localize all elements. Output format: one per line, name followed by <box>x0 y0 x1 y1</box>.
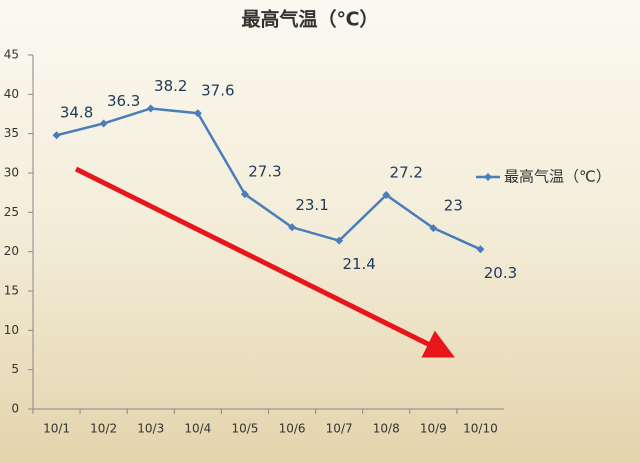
legend-label: 最高气温（℃） <box>504 168 611 186</box>
line <box>56 107 481 251</box>
data-label: 36.3 <box>107 92 140 110</box>
legend-marker <box>484 173 492 181</box>
point <box>146 104 155 113</box>
point <box>193 109 202 118</box>
x-tick-label: 10/5 <box>231 422 258 436</box>
y-tick-label: 5 <box>11 362 19 376</box>
x-tick-label: 10/8 <box>373 422 400 436</box>
x-tick-label: 10/6 <box>279 422 306 436</box>
data-label: 27.3 <box>248 163 281 181</box>
x-tick-label: 10/1 <box>43 422 70 436</box>
x-tick-label: 10/7 <box>326 422 353 436</box>
point <box>429 224 438 233</box>
data-label: 23 <box>444 197 463 215</box>
point <box>476 245 485 254</box>
data-label: 23.1 <box>295 196 328 214</box>
data-label: 21.4 <box>342 255 375 273</box>
x-tick-label: 10/4 <box>184 422 211 436</box>
y-tick-label: 20 <box>4 244 19 258</box>
x-tick-label: 10/10 <box>463 422 498 436</box>
point <box>335 236 344 245</box>
x-tick-label: 10/9 <box>420 422 447 436</box>
data-label: 34.8 <box>60 104 93 122</box>
y-tick-label: 25 <box>4 205 19 219</box>
x-tick-label: 10/3 <box>137 422 164 436</box>
y-tick-label: 10 <box>4 323 19 337</box>
chart-title: 最高气温（℃） <box>241 8 378 31</box>
y-tick-label: 15 <box>4 284 19 298</box>
data-label: 37.6 <box>201 82 234 100</box>
y-tick-label: 35 <box>4 126 19 140</box>
x-tick-label: 10/2 <box>90 422 117 436</box>
y-tick-label: 40 <box>4 87 19 101</box>
point <box>52 131 61 140</box>
point <box>240 190 249 199</box>
trend-arrow <box>74 166 455 358</box>
data-label: 38.2 <box>154 77 187 95</box>
data-label: 20.3 <box>484 264 517 282</box>
point <box>99 119 108 128</box>
y-tick-label: 45 <box>4 48 19 62</box>
point <box>288 223 297 232</box>
y-tick-label: 0 <box>11 402 19 416</box>
data-label: 27.2 <box>390 164 423 182</box>
point <box>382 191 391 200</box>
y-tick-label: 30 <box>4 166 19 180</box>
